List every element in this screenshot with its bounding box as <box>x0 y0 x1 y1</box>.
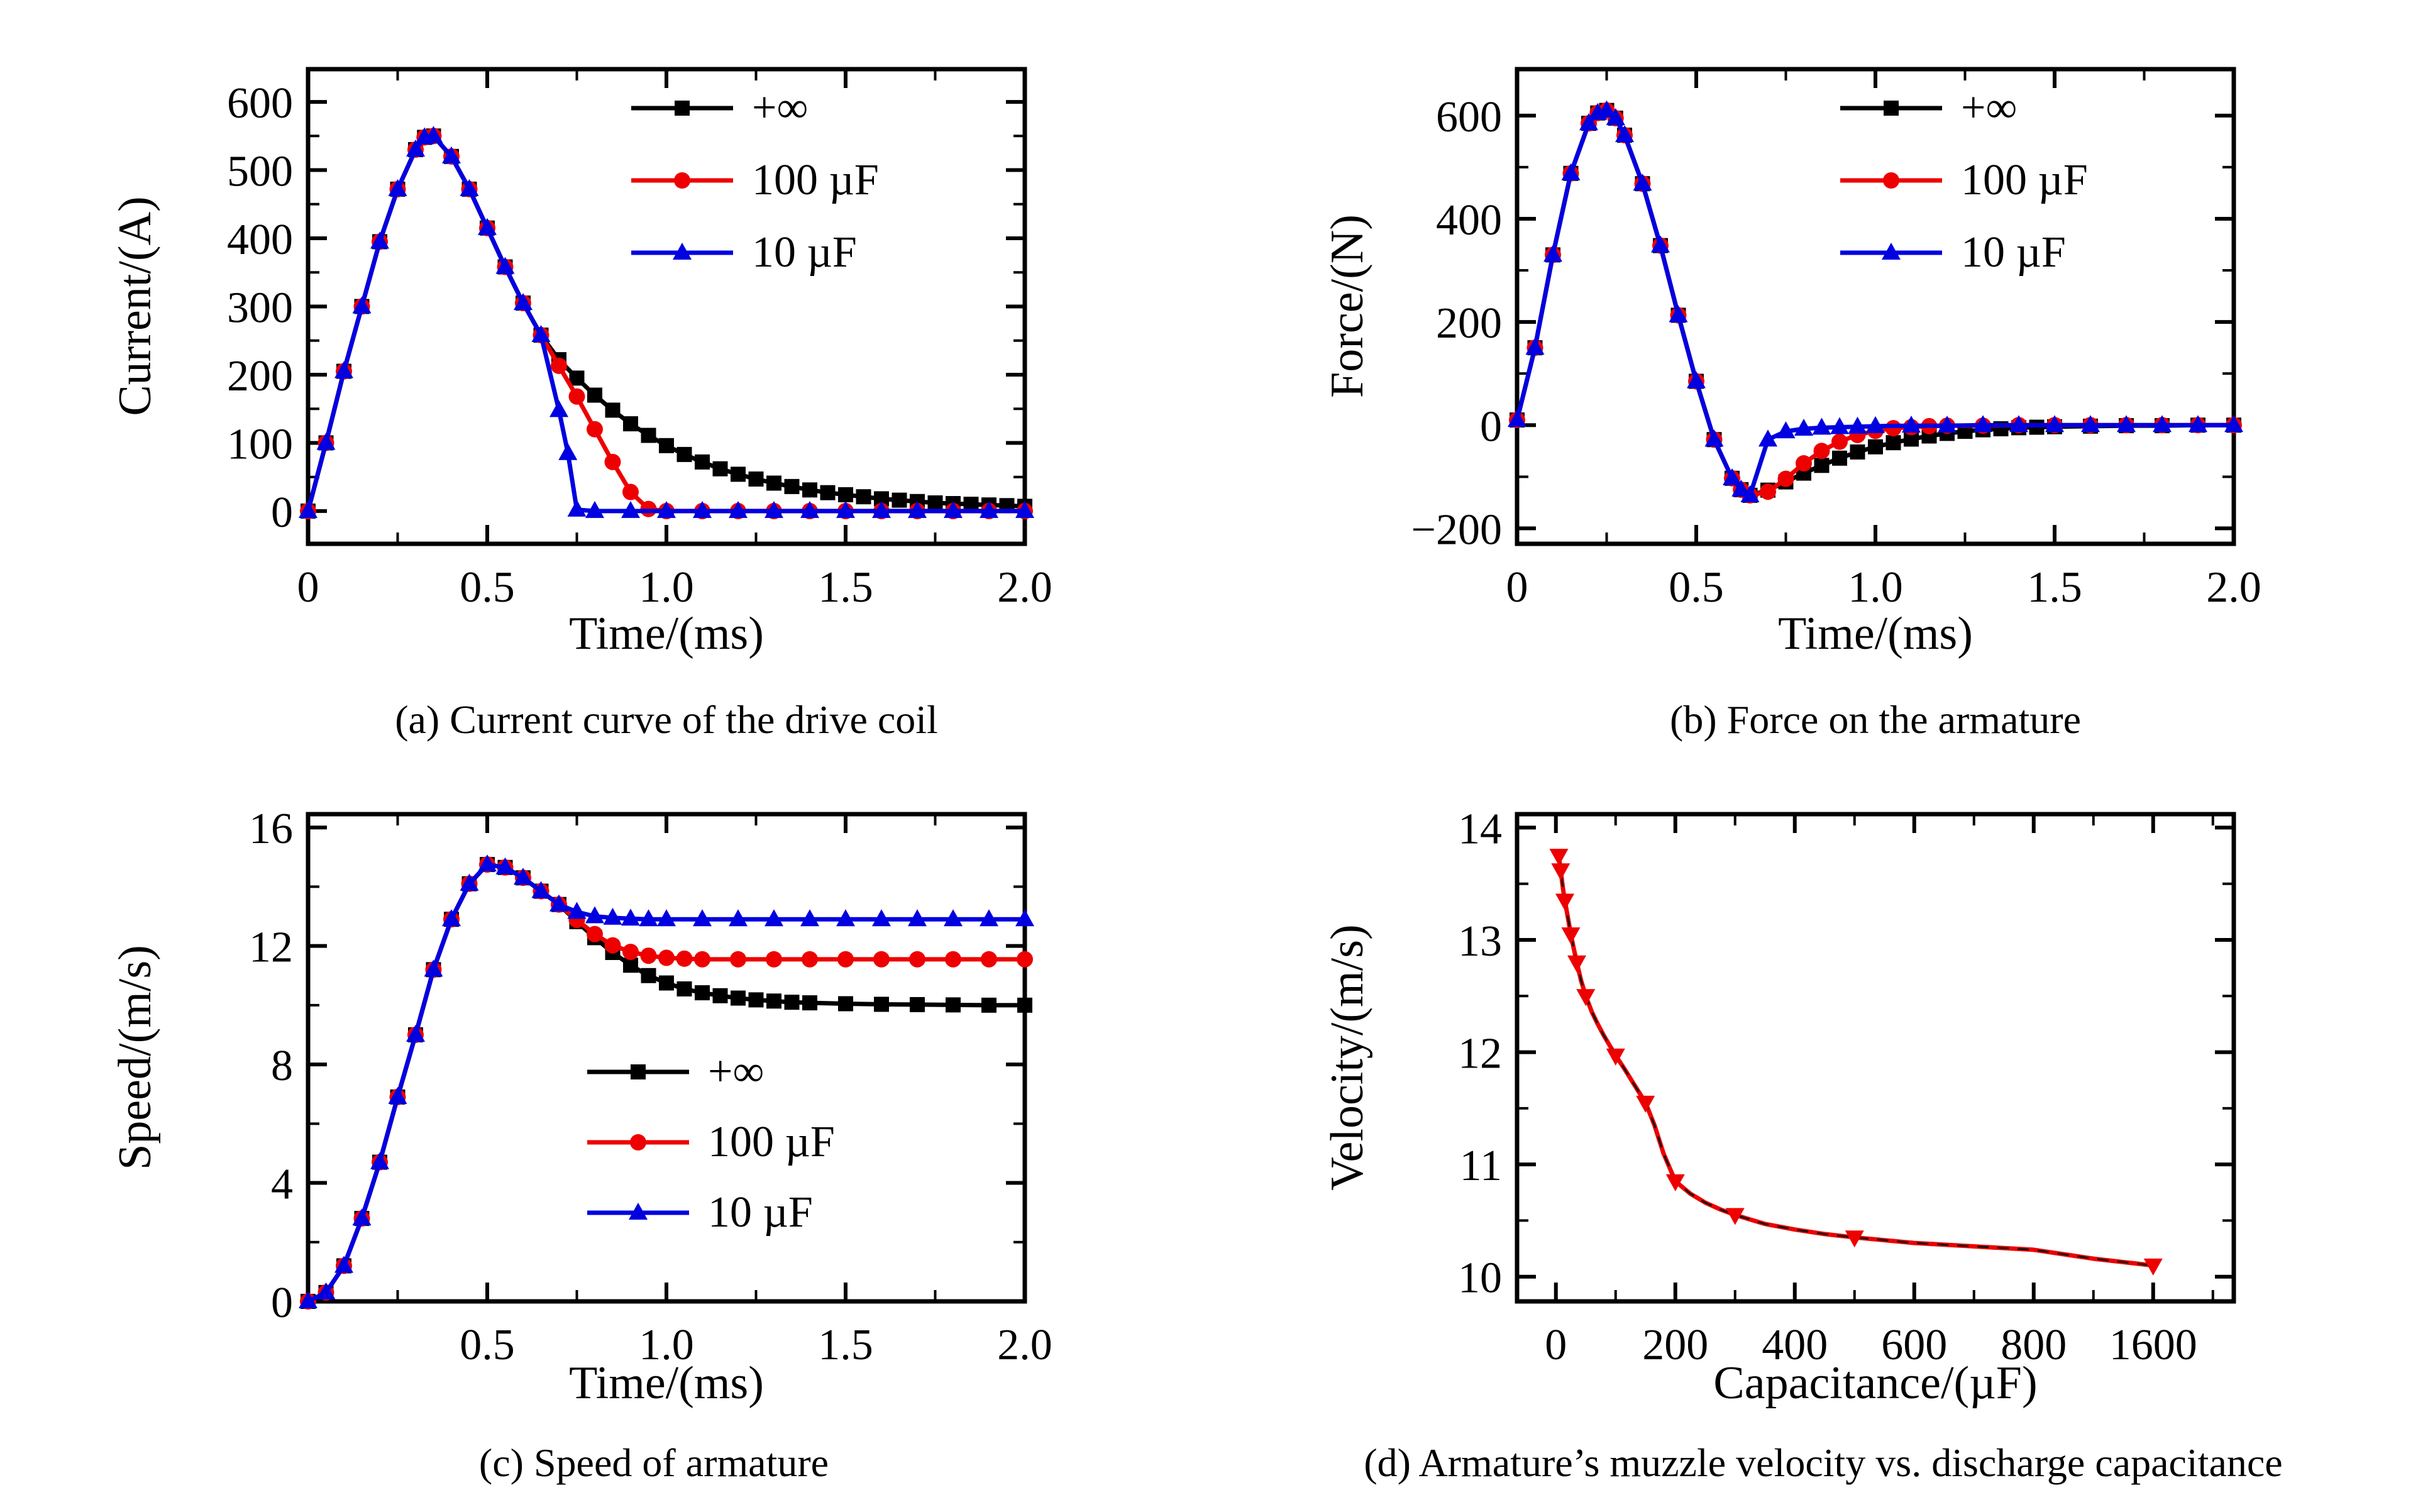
panel-b-y-axis-label: Force/(N) <box>1322 214 1373 398</box>
legend-label: 100 µF <box>752 156 879 204</box>
x-tick-label: 800 <box>2001 1321 2067 1369</box>
panel-a-caption: (a) Current curve of the drive coil <box>395 697 938 742</box>
panel-d-plot: 0 200 400 600 800 1600 10 11 12 13 14 <box>1458 805 2236 1369</box>
legend-swatch-100uF-icon <box>631 172 733 189</box>
panel-b-caption: (b) Force on the armature <box>1670 697 2081 742</box>
legend-label: +∞ <box>1961 84 2018 132</box>
axis-ticks: 0 0.5 1.0 1.5 2.0 0 100 200 300 400 500 600 <box>227 69 1052 612</box>
legend-swatch-infinity-icon <box>587 1064 689 1079</box>
x-tick-label: 0.5 <box>460 563 515 612</box>
y-tick-label: 0 <box>271 488 293 537</box>
panel-a-x-axis-label: Time/(ms) <box>569 608 764 659</box>
x-tick-label: 0 <box>1545 1321 1567 1369</box>
x-tick-label: 2.0 <box>2206 563 2261 612</box>
d-series-muzzle-velocity <box>1549 849 2163 1276</box>
y-tick-label: 200 <box>227 352 293 400</box>
y-tick-label: 12 <box>249 924 293 972</box>
x-tick-label: 1.0 <box>639 1321 694 1369</box>
y-tick-label: 11 <box>1460 1142 1502 1190</box>
panel-a-legend-item-infinity: +∞ <box>629 82 808 134</box>
panel-b-x-axis-label: Time/(ms) <box>1778 608 1973 659</box>
legend-swatch-infinity-icon <box>631 101 733 116</box>
legend-label: +∞ <box>752 84 809 132</box>
x-tick-label: 1.0 <box>639 563 694 612</box>
y-tick-label: 8 <box>271 1042 293 1090</box>
legend-label: 100 µF <box>1961 156 2088 204</box>
panel-c-legend-item-100uF: 100 µF <box>585 1117 835 1168</box>
panel-a-y-axis-label: Current/(A) <box>109 196 161 416</box>
y-tick-label: 16 <box>249 805 293 853</box>
legend-swatch-100uF-icon <box>1840 172 1942 189</box>
a-series-10uF <box>299 126 1034 518</box>
x-tick-label: 0.5 <box>1669 563 1724 612</box>
x-tick-label: 0 <box>297 563 319 612</box>
x-tick-label: 2.0 <box>997 563 1052 612</box>
panel-d-y-axis-label: Velocity/(m/s) <box>1322 924 1373 1191</box>
panel-b-legend-item-10uF: 10 µF <box>1838 227 2066 279</box>
y-tick-label: 600 <box>227 79 293 128</box>
x-tick-label: 1600 <box>2109 1321 2197 1369</box>
panel-a-legend-item-10uF: 10 µF <box>629 227 857 279</box>
x-tick-label: 1.5 <box>2027 563 2082 612</box>
y-tick-label: 400 <box>227 216 293 264</box>
y-tick-label: 500 <box>227 148 293 196</box>
b-series-10uF <box>1508 100 2243 502</box>
legend-label: 10 µF <box>708 1188 813 1237</box>
panel-d-caption: (d) Armature’s muzzle velocity vs. disch… <box>1364 1440 2283 1485</box>
legend-label: 10 µF <box>1961 228 2066 277</box>
plot-border <box>1515 812 2236 1304</box>
x-tick-label: 1.5 <box>818 563 873 612</box>
axis-ticks: 0 200 400 600 800 1600 10 11 12 13 14 <box>1458 805 2234 1369</box>
y-tick-label: 13 <box>1458 917 1502 966</box>
panel-c-y-axis-label: Speed/(m/s) <box>109 945 161 1170</box>
panel-c-caption: (c) Speed of armature <box>478 1440 829 1485</box>
y-tick-label: 300 <box>227 284 293 333</box>
panel-a-legend-item-100uF: 100 µF <box>629 155 879 206</box>
x-tick-label: 200 <box>1642 1321 1708 1369</box>
panel-d-x-axis-label: Capacitance/(µF) <box>1713 1357 2038 1409</box>
panel-c-plot: 0.5 1.0 1.5 2.0 0 4 8 12 16 <box>249 805 1052 1369</box>
legend-label: 100 µF <box>708 1118 835 1166</box>
panel-b-legend-item-100uF: 100 µF <box>1838 155 2088 206</box>
y-tick-label: 200 <box>1436 299 1502 348</box>
legend-swatch-100uF-icon <box>587 1134 689 1151</box>
legend-swatch-10uF-icon <box>1840 243 1942 260</box>
panel-c-x-axis-label: Time/(ms) <box>569 1357 764 1409</box>
y-tick-label: −200 <box>1411 505 1502 554</box>
x-tick-label: 0 <box>1506 563 1528 612</box>
y-tick-label: 600 <box>1436 93 1502 141</box>
legend-swatch-infinity-icon <box>1840 101 1942 116</box>
axis-ticks: 0.5 1.0 1.5 2.0 0 4 8 12 16 <box>249 805 1052 1369</box>
y-tick-label: 4 <box>271 1161 293 1209</box>
x-tick-label: 1.5 <box>818 1321 873 1369</box>
panel-b-legend-item-infinity: +∞ <box>1838 82 2017 134</box>
panel-c-legend-item-10uF: 10 µF <box>585 1187 813 1239</box>
x-tick-label: 400 <box>1762 1321 1828 1369</box>
y-tick-label: 0 <box>1480 402 1502 451</box>
legend-label: 10 µF <box>752 228 857 277</box>
panel-a-plot: 0 0.5 1.0 1.5 2.0 0 100 200 300 400 500 600 <box>227 67 1052 612</box>
x-tick-label: 0.5 <box>460 1321 515 1369</box>
y-tick-label: 100 <box>227 420 293 468</box>
y-tick-label: 10 <box>1458 1254 1502 1303</box>
legend-swatch-10uF-icon <box>631 243 733 260</box>
legend-swatch-10uF-icon <box>587 1203 689 1220</box>
legend-label: +∞ <box>708 1047 765 1096</box>
c-series-10uF <box>299 854 1034 1308</box>
y-tick-label: 14 <box>1458 805 1502 853</box>
panel-c-legend-item-infinity: +∞ <box>585 1046 764 1098</box>
y-tick-label: 400 <box>1436 196 1502 245</box>
y-tick-label: 0 <box>271 1279 293 1327</box>
x-tick-label: 1.0 <box>1848 563 1903 612</box>
y-tick-label: 12 <box>1458 1030 1502 1078</box>
x-tick-label: 2.0 <box>997 1321 1052 1369</box>
x-tick-label: 600 <box>1881 1321 1947 1369</box>
